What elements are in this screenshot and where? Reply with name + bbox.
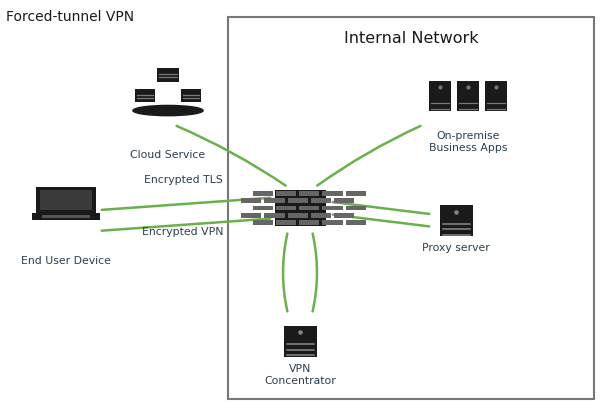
FancyBboxPatch shape — [284, 325, 317, 357]
FancyBboxPatch shape — [311, 213, 331, 218]
FancyBboxPatch shape — [334, 198, 354, 203]
FancyBboxPatch shape — [135, 89, 155, 102]
FancyBboxPatch shape — [241, 213, 262, 218]
FancyBboxPatch shape — [253, 206, 273, 210]
FancyBboxPatch shape — [311, 198, 331, 203]
FancyBboxPatch shape — [241, 198, 262, 203]
FancyBboxPatch shape — [428, 81, 451, 111]
FancyBboxPatch shape — [346, 191, 366, 196]
FancyBboxPatch shape — [265, 213, 284, 218]
FancyBboxPatch shape — [36, 187, 96, 213]
FancyBboxPatch shape — [276, 191, 296, 196]
Text: Encrypted VPN: Encrypted VPN — [142, 227, 224, 237]
FancyBboxPatch shape — [299, 206, 319, 210]
FancyBboxPatch shape — [287, 198, 308, 203]
FancyBboxPatch shape — [322, 206, 343, 210]
Ellipse shape — [133, 105, 203, 116]
FancyBboxPatch shape — [42, 215, 90, 218]
FancyBboxPatch shape — [253, 220, 273, 225]
FancyBboxPatch shape — [287, 213, 308, 218]
FancyBboxPatch shape — [299, 191, 319, 196]
Text: Proxy server: Proxy server — [422, 243, 490, 253]
FancyBboxPatch shape — [439, 205, 473, 236]
FancyBboxPatch shape — [253, 191, 273, 196]
FancyBboxPatch shape — [276, 220, 296, 225]
FancyBboxPatch shape — [265, 198, 284, 203]
FancyBboxPatch shape — [40, 190, 92, 210]
FancyBboxPatch shape — [322, 220, 343, 225]
FancyBboxPatch shape — [181, 89, 201, 102]
Text: Internal Network: Internal Network — [344, 31, 478, 46]
FancyBboxPatch shape — [275, 190, 325, 225]
FancyBboxPatch shape — [457, 81, 479, 111]
FancyBboxPatch shape — [299, 220, 319, 225]
Text: Forced-tunnel VPN: Forced-tunnel VPN — [6, 10, 134, 25]
FancyBboxPatch shape — [157, 67, 179, 82]
FancyBboxPatch shape — [276, 206, 296, 210]
Text: Encrypted TLS: Encrypted TLS — [143, 175, 223, 185]
FancyBboxPatch shape — [346, 206, 366, 210]
FancyBboxPatch shape — [485, 81, 508, 111]
FancyBboxPatch shape — [334, 213, 354, 218]
Text: On-premise
Business Apps: On-premise Business Apps — [429, 131, 507, 153]
FancyBboxPatch shape — [322, 191, 343, 196]
FancyBboxPatch shape — [346, 220, 366, 225]
Text: VPN
Concentrator: VPN Concentrator — [264, 364, 336, 386]
Text: Cloud Service: Cloud Service — [130, 150, 206, 160]
FancyBboxPatch shape — [32, 213, 100, 220]
Text: End User Device: End User Device — [21, 256, 111, 266]
